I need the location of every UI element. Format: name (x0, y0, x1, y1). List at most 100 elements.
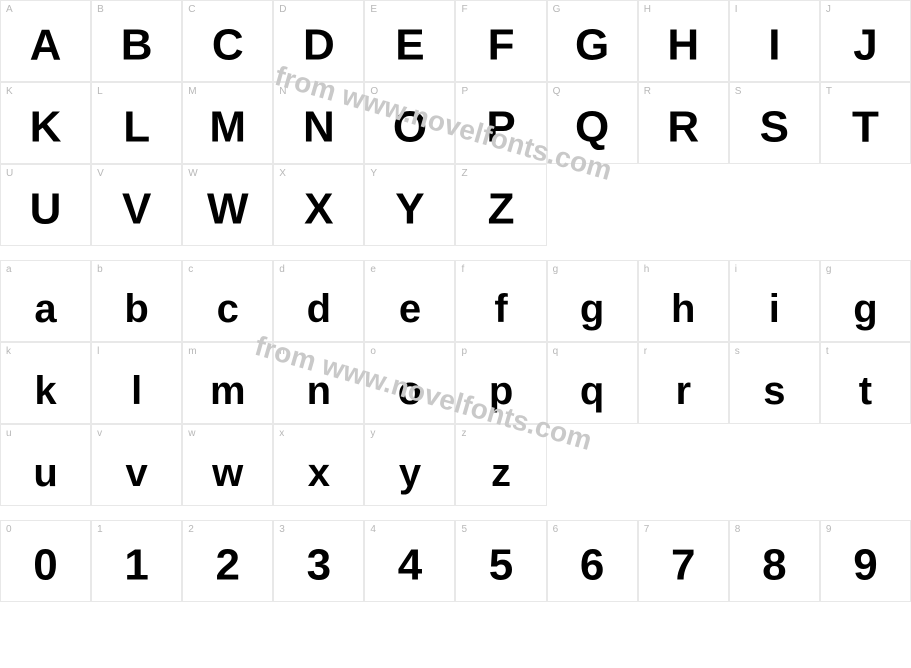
glyph-cell: zz (455, 424, 546, 506)
key-label: A (6, 4, 13, 15)
key-label: J (826, 4, 831, 15)
key-label: Q (553, 86, 561, 97)
key-label: G (553, 4, 561, 15)
glyph-cell: KK (0, 82, 91, 164)
glyph: S (760, 105, 789, 149)
key-label: d (279, 264, 285, 275)
key-label: V (97, 168, 104, 179)
glyph: 6 (580, 543, 604, 587)
glyph: 8 (762, 543, 786, 587)
key-label: o (370, 346, 376, 357)
glyph-cell: rr (638, 342, 729, 424)
key-label: f (461, 264, 464, 275)
key-label: x (279, 428, 284, 439)
key-label: W (188, 168, 197, 179)
key-label: m (188, 346, 196, 357)
empty-cell (638, 424, 729, 506)
glyph: K (30, 105, 62, 149)
glyph-cell: DD (273, 0, 364, 82)
key-label: T (826, 86, 832, 97)
key-label: Y (370, 168, 377, 179)
glyph: I (768, 23, 780, 67)
key-label: R (644, 86, 651, 97)
glyph-cell: tt (820, 342, 911, 424)
key-label: r (644, 346, 647, 357)
glyph-cell: BB (91, 0, 182, 82)
glyph: Y (395, 187, 424, 231)
key-label: a (6, 264, 12, 275)
glyph: V (122, 187, 151, 231)
glyph: 7 (671, 543, 695, 587)
glyph-cell: 44 (364, 520, 455, 602)
glyph: P (486, 105, 515, 149)
glyph-cell: JJ (820, 0, 911, 82)
empty-cell (729, 424, 820, 506)
glyph: o (398, 371, 422, 411)
empty-cell (820, 424, 911, 506)
glyph-cell: ff (455, 260, 546, 342)
key-label: N (279, 86, 286, 97)
key-label: s (735, 346, 740, 357)
glyph-cell: ll (91, 342, 182, 424)
glyph-cell: MM (182, 82, 273, 164)
key-label: g (826, 264, 832, 275)
glyph-cell: mm (182, 342, 273, 424)
glyph: p (489, 371, 513, 411)
key-label: K (6, 86, 13, 97)
key-label: 1 (97, 524, 103, 535)
key-label: Z (461, 168, 467, 179)
empty-cell (638, 164, 729, 246)
glyph-cell: vv (91, 424, 182, 506)
glyph: O (393, 105, 427, 149)
glyph: h (671, 289, 695, 329)
glyph-cell: FF (455, 0, 546, 82)
glyph-cell: WW (182, 164, 273, 246)
key-label: z (461, 428, 466, 439)
glyph-cell: xx (273, 424, 364, 506)
key-label: 0 (6, 524, 12, 535)
glyph: t (859, 371, 872, 411)
glyph-cell: 11 (91, 520, 182, 602)
key-label: D (279, 4, 286, 15)
empty-cell (547, 164, 638, 246)
key-label: 7 (644, 524, 650, 535)
glyph: W (207, 187, 249, 231)
glyph: r (675, 371, 691, 411)
key-label: 9 (826, 524, 832, 535)
glyph: R (667, 105, 699, 149)
glyph-cell: nn (273, 342, 364, 424)
glyph: z (491, 453, 511, 493)
glyph-cell: 22 (182, 520, 273, 602)
key-label: U (6, 168, 13, 179)
glyph-cell: TT (820, 82, 911, 164)
glyph-cell: YY (364, 164, 455, 246)
row-spacer (0, 506, 911, 520)
key-label: 3 (279, 524, 285, 535)
glyph: q (580, 371, 604, 411)
glyph-row: uuvvwwxxyyzz (0, 424, 911, 506)
glyph-cell: CC (182, 0, 273, 82)
glyph: l (131, 371, 142, 411)
glyph: U (30, 187, 62, 231)
glyph-cell: dd (273, 260, 364, 342)
key-label: q (553, 346, 559, 357)
glyph-cell: OO (364, 82, 455, 164)
glyph: D (303, 23, 335, 67)
glyph: y (399, 453, 421, 493)
glyph-cell: uu (0, 424, 91, 506)
glyph: M (209, 105, 246, 149)
glyph-cell: aa (0, 260, 91, 342)
glyph-cell: 33 (273, 520, 364, 602)
key-label: 4 (370, 524, 376, 535)
glyph-cell: 55 (455, 520, 546, 602)
key-label: c (188, 264, 193, 275)
key-label: h (644, 264, 650, 275)
empty-cell (820, 164, 911, 246)
glyph-cell: pp (455, 342, 546, 424)
glyph: u (33, 453, 57, 493)
glyph-cell: kk (0, 342, 91, 424)
glyph-row: 00112233445566778899 (0, 520, 911, 602)
key-label: C (188, 4, 195, 15)
key-label: H (644, 4, 651, 15)
glyph-cell: GG (547, 0, 638, 82)
